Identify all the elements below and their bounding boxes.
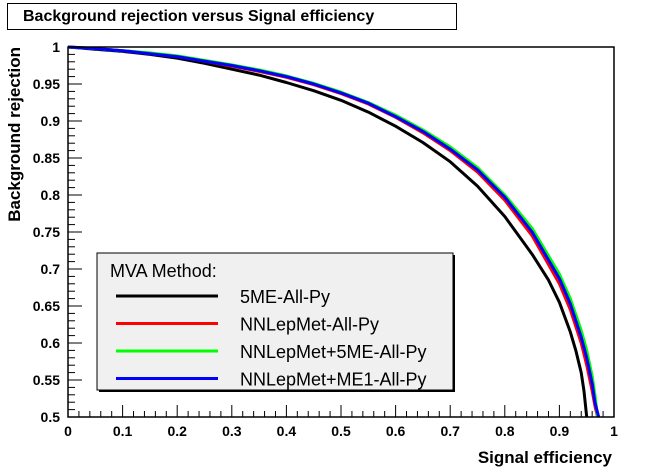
- x-tick-label: 0.7: [440, 423, 460, 439]
- x-axis-label: Signal efficiency: [478, 448, 613, 467]
- legend: MVA Method: 5ME-All-Py NNLepMet-All-Py NNL…: [96, 252, 455, 392]
- legend-items: 5ME-All-Py NNLepMet-All-Py NNLepMet+5ME-Al…: [116, 287, 427, 390]
- y-tick-label: 0.55: [33, 372, 60, 388]
- y-tick-label: 0.9: [41, 113, 61, 129]
- y-tick-label: 1: [52, 39, 60, 55]
- y-tick-label: 0.65: [33, 298, 60, 314]
- x-tick-label: 1: [610, 423, 618, 439]
- chart-title-box: Background rejection versus Signal effic…: [7, 3, 457, 30]
- y-tick-label: 0.95: [33, 76, 60, 92]
- x-tick-label: 0.2: [167, 423, 187, 439]
- chart-title: Background rejection versus Signal effic…: [23, 8, 375, 25]
- y-tick-label: 0.8: [41, 187, 61, 203]
- x-tick-label: 0.5: [331, 423, 351, 439]
- x-tick-label: 0.6: [386, 423, 406, 439]
- x-tick-label: 0.3: [222, 423, 242, 439]
- y-tick-label: 0.6: [41, 335, 61, 351]
- y-axis-ticks: 0.5 0.55 0.6 0.65 0.7 0.75 0.8 0.85 0.9 0.95 1: [33, 39, 82, 425]
- legend-box: [96, 252, 454, 391]
- x-axis-ticks: 0 0.1 0.2 0.3 0.4 0.5 0.6 0.7 0.8 0.9 1: [64, 405, 618, 439]
- legend-label-3: NNLepMet+5ME-All-Py: [240, 342, 427, 362]
- y-axis-label: Background rejection: [5, 47, 24, 222]
- legend-label-4: NNLepMet+ME1-All-Py: [240, 370, 427, 390]
- legend-label-2: NNLepMet-All-Py: [240, 315, 379, 335]
- x-tick-label: 0.9: [550, 423, 570, 439]
- x-tick-label: 0.1: [113, 423, 133, 439]
- legend-label-1: 5ME-All-Py: [240, 287, 330, 307]
- legend-header: MVA Method:: [110, 261, 217, 281]
- x-tick-label: 0: [64, 423, 72, 439]
- x-tick-label: 0.4: [277, 423, 297, 439]
- x-tick-label: 0.8: [495, 423, 515, 439]
- y-tick-label: 0.7: [41, 261, 61, 277]
- y-tick-label: 0.5: [41, 409, 61, 425]
- series-line-4: [67, 45, 601, 418]
- y-tick-label: 0.85: [33, 150, 60, 166]
- y-tick-label: 0.75: [33, 224, 60, 240]
- curves-layer: [67, 45, 601, 418]
